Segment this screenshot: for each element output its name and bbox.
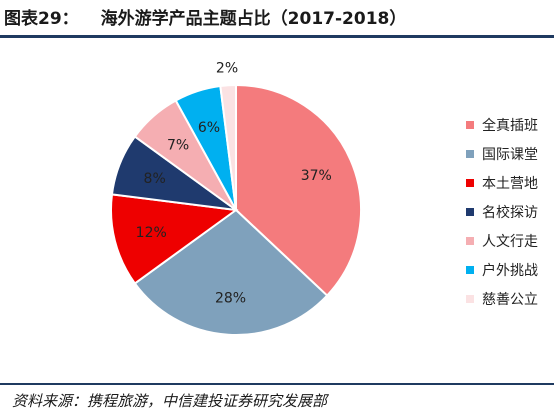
legend-label-6: 户外挑战 — [482, 262, 538, 279]
source-divider — [0, 383, 554, 385]
figure-title-text: 海外游学产品主题占比（2017-2018） — [100, 9, 407, 29]
legend-label-5: 人文行走 — [482, 234, 538, 250]
source-note: 资料来源：携程旅游，中信建投证券研究发展部 — [12, 392, 328, 410]
pie-slice-1 — [235, 83, 362, 297]
legend-swatch-7 — [466, 295, 474, 303]
pie-value-label-5: 7% — [167, 137, 189, 153]
legend-label-2: 国际课堂 — [482, 147, 538, 163]
pie-slice-7 — [219, 83, 237, 211]
pie-value-label-6: 6% — [198, 120, 220, 136]
pie-value-label-7: 2% — [216, 60, 238, 76]
figure-title: 图表29： 海外游学产品主题占比（2017-2018） — [4, 4, 550, 34]
pie-chart: 37% 28% 12% 8% 7% 6% 2% 全真插班国际课堂本土营地名校探访人文行走户外… — [110, 60, 538, 336]
legend-label-1: 全真插班 — [482, 117, 538, 134]
legend-swatch-1 — [466, 121, 474, 129]
pie-slices — [110, 83, 362, 336]
pie-value-label-2: 28% — [215, 290, 246, 306]
pie-value-label-1: 37% — [301, 168, 332, 184]
figure-label: 图表29： — [4, 9, 79, 29]
legend-label-3: 本土营地 — [482, 176, 538, 192]
legend-swatch-6 — [466, 266, 474, 274]
legend-swatch-2 — [466, 150, 474, 158]
legend-swatch-3 — [466, 179, 474, 187]
pie-slice-2 — [133, 208, 329, 336]
pie-value-label-3: 12% — [136, 225, 167, 241]
pie-value-label-4: 8% — [144, 171, 166, 187]
legend-label-7: 慈善公立 — [482, 292, 538, 308]
legend-label-4: 名校探访 — [482, 204, 538, 221]
legend-swatch-5 — [466, 237, 474, 245]
title-divider — [0, 35, 554, 38]
pie-slice-3 — [110, 193, 239, 285]
pie-value-labels: 37% 28% 12% 8% 7% 6% 2% — [136, 60, 332, 306]
legend-swatch-4 — [466, 208, 474, 216]
